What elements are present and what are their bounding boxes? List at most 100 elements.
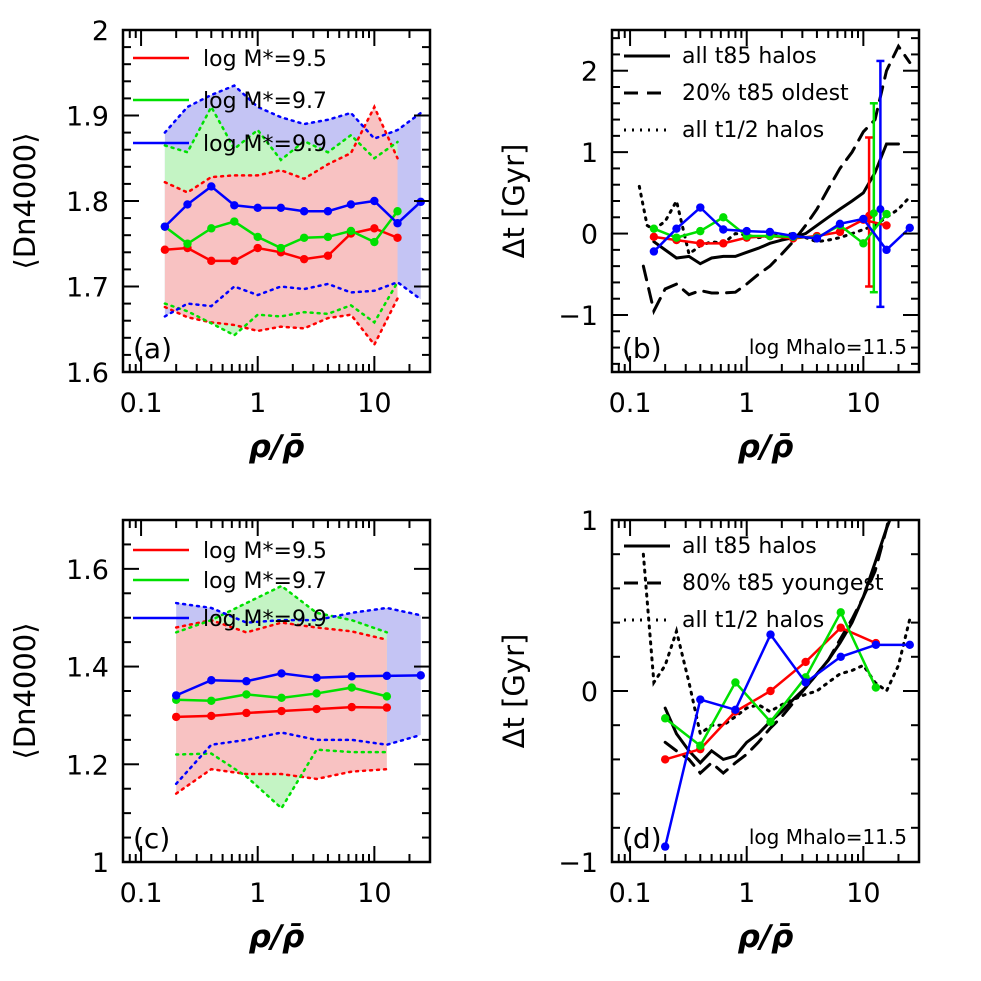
- data-point: [696, 695, 705, 704]
- data-point: [183, 200, 192, 209]
- x-axis-label: ρ/ρ̄: [738, 919, 794, 955]
- data-point: [346, 200, 356, 209]
- legend-label: log M*=9.5: [203, 539, 327, 564]
- data-point: [871, 683, 881, 692]
- y-tick-label: 0: [581, 677, 598, 708]
- band-edge-lo-green: [163, 280, 399, 337]
- y-tick-label: 1.4: [66, 653, 109, 684]
- data-point: [323, 207, 333, 216]
- legend-label: 80% t85 youngest: [682, 571, 884, 596]
- data-point: [882, 221, 891, 230]
- data-point: [696, 741, 705, 750]
- data-point: [382, 703, 392, 712]
- data-point: [323, 251, 333, 260]
- data-point: [731, 678, 740, 687]
- data-point: [230, 217, 239, 226]
- data-point: [835, 227, 845, 237]
- x-axis-label: ρ/ρ̄: [249, 919, 305, 955]
- data-point: [299, 207, 309, 216]
- data-point: [171, 691, 181, 700]
- band-edge-hi-green: [174, 584, 389, 634]
- data-point: [905, 223, 914, 233]
- data-point: [183, 239, 192, 248]
- y-axis-label: Δt [Gyr]: [497, 634, 531, 749]
- x-tick-label: 10: [357, 388, 391, 419]
- data-point: [370, 237, 379, 247]
- data-point: [393, 219, 402, 228]
- y-tick-label: 2: [92, 16, 109, 47]
- data-point: [253, 232, 262, 242]
- data-point: [242, 677, 251, 686]
- y-tick-label: 2: [581, 57, 598, 88]
- data-point: [660, 842, 670, 851]
- data-point: [299, 233, 309, 242]
- data-point: [207, 696, 216, 705]
- data-point: [207, 676, 216, 685]
- data-point: [719, 239, 728, 248]
- data-point: [299, 254, 309, 264]
- legend-label: 20% t85 oldest: [682, 81, 849, 106]
- panel-b: 0.1 1 10 −1 0 1 2 ρ/ρ̄ Δt [Gyr] (b) log Mhalo=11.5…: [497, 28, 921, 465]
- data-point: [836, 608, 845, 617]
- y-tick-label: 1.8: [66, 187, 109, 218]
- y-axis-label: Δt [Gyr]: [497, 144, 531, 259]
- y-tick-label: 1: [581, 138, 598, 169]
- legend-label: all t1/2 halos: [682, 608, 824, 633]
- x-tick-label: 0.1: [609, 878, 652, 909]
- series-line-blue: [175, 672, 421, 697]
- data-point: [766, 630, 775, 639]
- data-point: [171, 712, 181, 722]
- data-point: [277, 706, 286, 716]
- x-tick-label: 1: [249, 388, 266, 419]
- x-tick-label: 10: [846, 388, 880, 419]
- data-point: [242, 690, 251, 699]
- data-point: [765, 227, 775, 237]
- y-tick-label: 1.2: [66, 750, 109, 781]
- y-tick-label: 1: [92, 848, 109, 879]
- data-point: [835, 219, 845, 228]
- data-point: [346, 226, 356, 236]
- x-tick-label: 10: [357, 878, 391, 909]
- panel-label: (b): [622, 332, 662, 365]
- data-point: [230, 201, 239, 210]
- legend-label: log M*=9.9: [203, 132, 327, 157]
- y-tick-label: −1: [558, 301, 598, 332]
- data-point: [230, 256, 239, 266]
- data-point: [277, 669, 286, 678]
- model-line: [663, 520, 890, 776]
- panel-a: 0.1 1 10 1.6 1.7 1.8 1.9 2 ρ/ρ̄ ⟨Dn4000⟩ (a) log M*…: [8, 16, 432, 465]
- panel-c: 0.1 1 10 1 1.2 1.4 1.6 ρ/ρ̄ ⟨Dn4000⟩ (c) log M*=9.…: [8, 518, 432, 955]
- y-tick-label: −1: [558, 848, 598, 879]
- data-point: [323, 232, 333, 242]
- legend-label: all t85 halos: [682, 44, 817, 69]
- data-point: [207, 256, 216, 266]
- data-point: [276, 243, 286, 253]
- data-point: [649, 247, 659, 256]
- error-point: [876, 205, 885, 214]
- data-point: [207, 182, 216, 191]
- data-point: [660, 714, 670, 723]
- data-point: [207, 224, 216, 233]
- data-point: [696, 239, 705, 248]
- model-line: [641, 43, 912, 316]
- y-tick-label: 1.6: [66, 555, 109, 586]
- series-line-blue: [164, 184, 422, 228]
- legend-label: log M*=9.5: [203, 47, 327, 72]
- data-point: [253, 243, 262, 253]
- band-edge-lo-blue: [174, 731, 423, 786]
- plot-area: [641, 520, 914, 851]
- data-point: [882, 209, 891, 219]
- data-point: [370, 224, 379, 233]
- data-point: [277, 693, 286, 703]
- band-edge-lo-red: [163, 297, 399, 347]
- data-point: [347, 702, 356, 712]
- x-tick-label: 0.1: [120, 388, 163, 419]
- data-point: [660, 755, 670, 764]
- band-edge-hi-blue: [174, 601, 423, 624]
- series-line-blue: [652, 205, 911, 253]
- data-point: [312, 704, 321, 714]
- data-point: [253, 203, 262, 213]
- data-point: [801, 678, 810, 687]
- data-point: [312, 673, 321, 683]
